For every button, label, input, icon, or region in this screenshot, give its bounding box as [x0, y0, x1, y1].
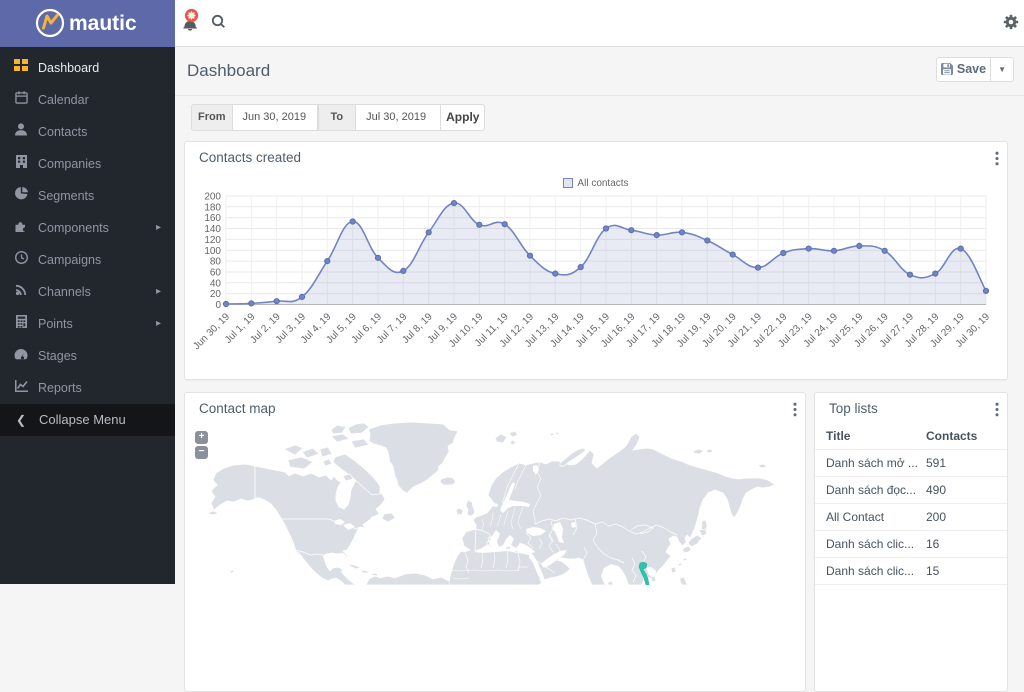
- svg-text:120: 120: [204, 235, 221, 246]
- svg-text:Jun 30, 19: Jun 30, 19: [191, 311, 232, 352]
- svg-text:160: 160: [204, 213, 221, 224]
- svg-text:140: 140: [204, 224, 221, 235]
- svg-text:60: 60: [210, 268, 222, 279]
- svg-text:0: 0: [215, 300, 221, 311]
- svg-text:80: 80: [210, 257, 222, 268]
- svg-text:100: 100: [204, 246, 221, 257]
- svg-text:20: 20: [210, 289, 222, 300]
- svg-text:40: 40: [210, 278, 222, 289]
- svg-text:mautic: mautic: [69, 12, 137, 35]
- svg-text:180: 180: [204, 202, 221, 213]
- svg-text:200: 200: [204, 192, 221, 203]
